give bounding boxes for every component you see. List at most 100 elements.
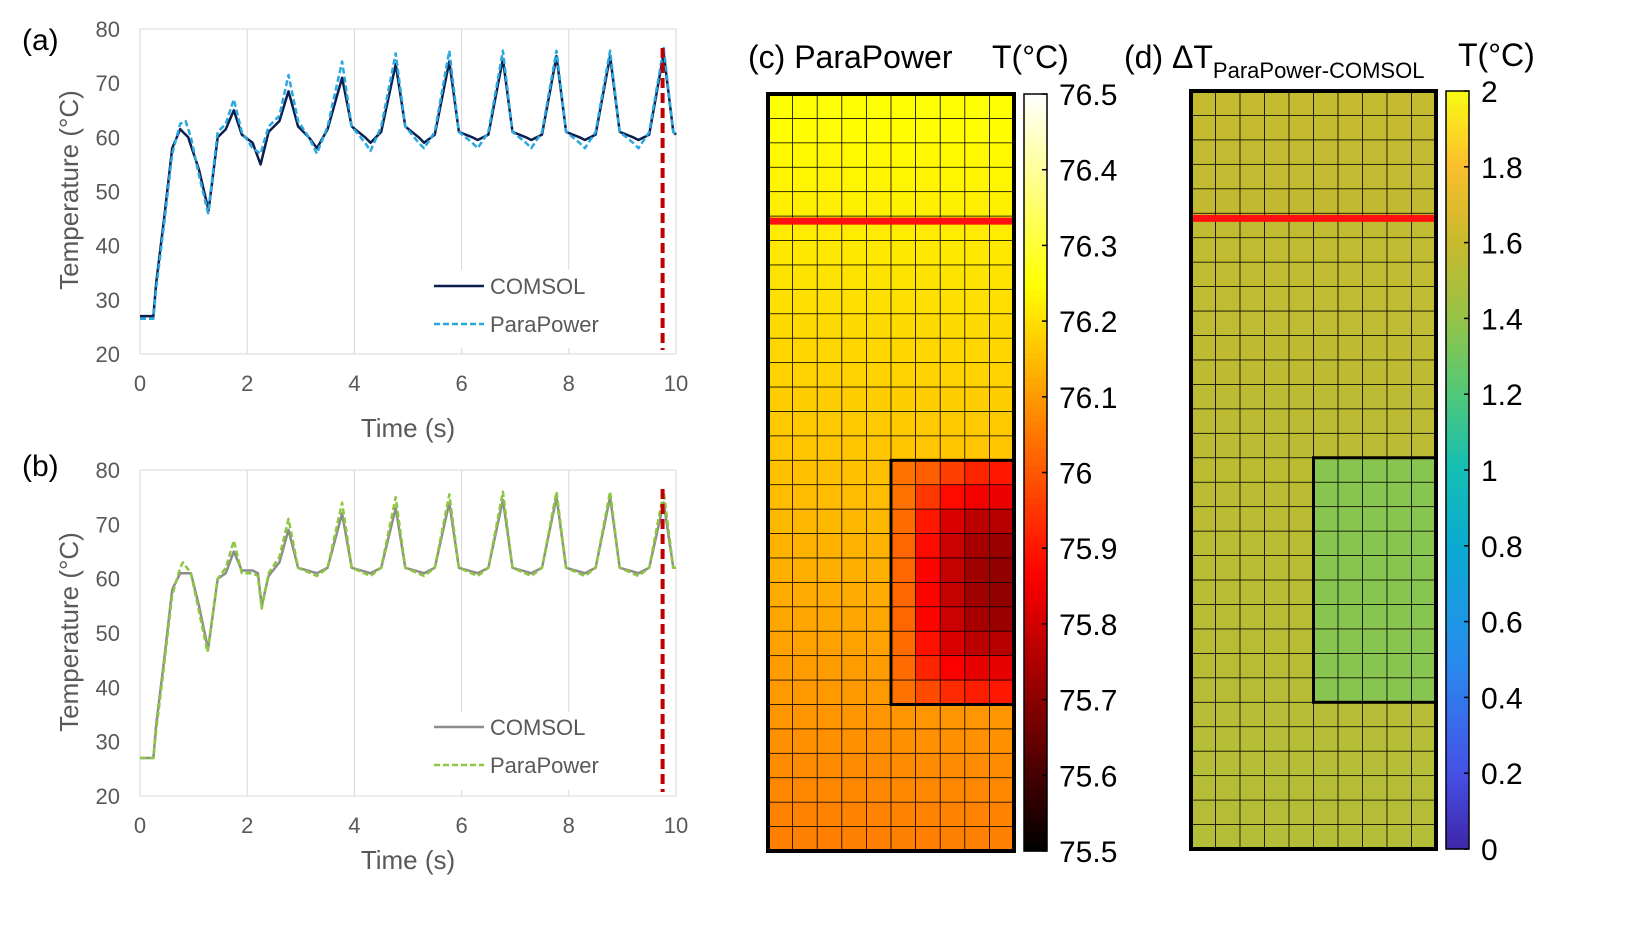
heatmap-cell-d [1239,824,1266,850]
heatmap-cell-c [816,557,843,584]
heatmap-cell-d [1362,261,1388,288]
colorbar-segment-d [1446,779,1469,787]
heatmap-cell-d [1337,530,1364,557]
colorbar-segment-c [1024,832,1047,839]
colorbar-segment-c [1024,434,1047,442]
colorbar-segment-c [1024,838,1047,846]
heatmap-cell-c [866,728,892,755]
heatmap-cell-c [841,459,868,486]
heatmap-cell-d [1264,652,1290,679]
colorbar-segment-c [1024,630,1047,638]
colorbar-segment-c [1024,579,1047,587]
colorbar-segment-d [1446,154,1469,162]
heatmap-cell-d [1386,530,1413,557]
colorbar-segment-d [1446,425,1469,433]
heatmap-cell-d [1215,652,1241,679]
heatmap-cell-d [1337,115,1364,141]
heatmap-cell-d [1386,384,1413,410]
heatmap-cell-c [989,728,1015,755]
colorbar-segment-c [1024,674,1047,682]
x-tick-label-a: 8 [563,371,575,396]
colorbar-segment-d [1446,691,1469,698]
heatmap-cell-d [1337,701,1364,728]
heatmap-cell-d [1239,261,1266,288]
colorbar-segment-d [1446,545,1469,553]
heatmap-title-d-subscript: ParaPower-COMSOL [1213,58,1425,83]
colorbar-segment-d [1446,223,1469,231]
colorbar-segment-d [1446,368,1469,376]
heatmap-cell-d [1288,286,1315,312]
heatmap-cell-c [989,264,1015,291]
heatmap-cell-c [816,508,843,535]
heatmap-cell-d [1337,139,1364,166]
heatmap-frame-c [766,92,1016,853]
colorbar-segment-d [1446,432,1469,440]
colorbar-segment-d [1446,804,1469,812]
heatmap-cell-d [1313,457,1339,483]
heatmap-cell-d [1313,261,1339,288]
colorbar-segment-d [1446,722,1469,730]
heatmap-cell-c [792,142,818,168]
colorbar-segment-d [1446,229,1469,237]
heatmap-cell-d [1264,579,1290,606]
heatmap-cell-d [1337,824,1364,850]
y-axis-label-b: Temperature (°C) [54,532,84,732]
heatmap-cell-c [792,826,818,852]
y-tick-label-a: 50 [96,180,120,205]
heatmap-cell-d [1411,824,1437,850]
heatmap-cell-c [964,777,991,803]
colorbar-segment-c [1024,157,1047,164]
heatmap-cell-c [964,630,991,657]
heatmap-cell-d [1288,506,1315,532]
heatmap-cell-d [1215,604,1241,630]
heatmap-cell-d [1411,677,1437,703]
heatmap-cell-c [915,240,941,266]
heatmap-cell-c [841,728,868,755]
colorbar-segment-c [1024,756,1047,764]
colorbar-tick-label-c: 75.6 [1059,760,1117,793]
heatmap-cell-c [964,704,991,730]
heatmap-cell-d [1288,432,1315,459]
heatmap-cell-d [1313,481,1339,508]
colorbar-segment-d [1446,615,1469,623]
heatmap-cell-d [1264,726,1290,752]
heatmap-cell-c [890,435,917,461]
heatmap-cell-d [1215,555,1241,581]
heatmap-cell-c [792,435,818,461]
heatmap-cell-c [915,386,941,413]
heatmap-cell-d [1386,750,1413,777]
heatmap-cell-d [1337,604,1364,630]
heatmap-cell-d [1288,726,1315,752]
heatmap-cell-d [1337,506,1364,532]
heatmap-cell-d [1239,139,1266,166]
x-tick-label-a: 0 [134,371,146,396]
colorbar-segment-d [1446,381,1469,389]
heatmap-cell-c [939,240,966,266]
heatmap-cell-c [792,606,818,632]
heatmap-cell-d [1411,335,1437,361]
colorbar-segment-d [1446,248,1469,256]
heatmap-cell-d [1215,408,1241,435]
heatmap-cell-d [1190,604,1217,630]
colorbar-segment-c [1024,188,1047,196]
heatmap-cell-c [964,655,991,681]
colorbar-segment-d [1446,627,1469,635]
colorbar-segment-d [1446,596,1469,604]
heatmap-cell-c [989,166,1015,193]
heatmap-cell-c [890,142,917,168]
heatmap-cell-c [767,484,794,510]
heatmap-cell-d [1313,579,1339,606]
heatmap-cell-c [939,728,966,755]
heatmap-cell-c [989,484,1015,510]
colorbar-segment-d [1446,798,1469,806]
colorbar-segment-c [1024,491,1047,499]
heatmap-cell-c [915,826,941,852]
heatmap-cell-c [841,533,868,559]
colorbar-segment-c [1024,213,1047,221]
heatmap-cell-c [866,533,892,559]
heatmap-cell-d [1337,261,1364,288]
colorbar-segment-c [1024,358,1047,366]
heatmap-cell-c [792,118,818,144]
heatmap-cell-d [1362,677,1388,703]
heatmap-cell-d [1264,824,1290,850]
